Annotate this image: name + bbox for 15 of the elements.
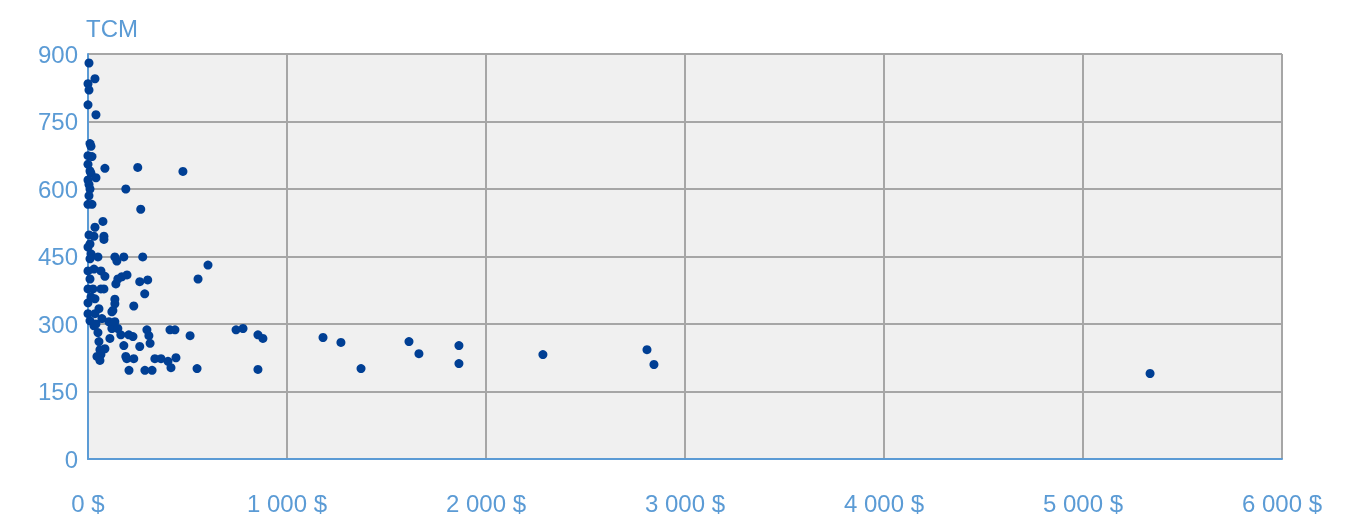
x-tick-label: 0 $	[71, 489, 105, 517]
x-tick-label: 4 000 $	[843, 489, 925, 517]
y-tick-label: 0	[64, 445, 78, 473]
x-tick-label: 1 000 $	[246, 489, 328, 517]
x-tick-label: 2 000 $	[445, 489, 527, 517]
x-tick-label: 5 000 $	[1042, 489, 1124, 517]
x-tick-label: 6 000 $	[1241, 489, 1323, 517]
y-tick-label: 450	[37, 243, 78, 270]
y-tick-label: 900	[37, 40, 78, 68]
x-tick-label: 3 000 $	[644, 489, 726, 517]
y-tick-label: 600	[37, 175, 78, 203]
y-tick-label: 150	[37, 378, 78, 405]
y-tick-label: 300	[37, 310, 78, 338]
y-axis-title: TCM	[86, 14, 138, 42]
y-tick-label: 750	[37, 108, 78, 135]
